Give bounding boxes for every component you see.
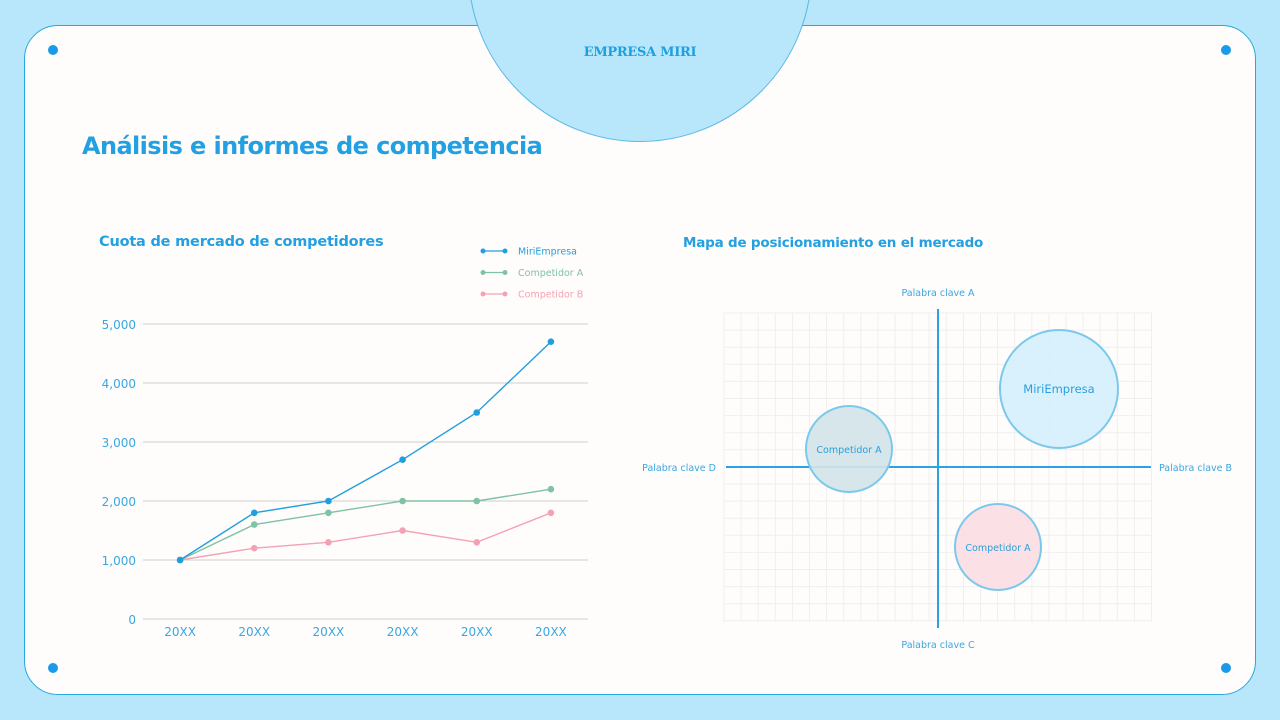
chart-series <box>176 338 555 564</box>
map-title: Mapa de posicionamiento en el mercado <box>683 235 984 251</box>
series-competidor-b <box>176 509 555 564</box>
data-point <box>473 539 481 546</box>
map-axis-labels: Palabra clave A Palabra clave C Palabra cl… <box>642 288 1232 651</box>
data-point <box>399 456 406 464</box>
bubble-competidor-a: Competidor A <box>954 503 1042 591</box>
bubble-label: Competidor A <box>965 543 1031 554</box>
y-axis: 0 1,000 2,000 3,000 4,000 5,000 <box>102 318 136 627</box>
corner-dot <box>48 45 58 55</box>
legend-label: Competidor A <box>518 268 584 279</box>
axis-label-left: Palabra clave D <box>642 463 716 474</box>
y-tick-label: 5,000 <box>102 318 136 332</box>
x-tick-label: 20XX <box>164 625 196 639</box>
x-tick-label: 20XX <box>387 625 419 639</box>
axis-label-top: Palabra clave A <box>901 288 975 299</box>
data-point <box>399 527 406 534</box>
x-tick-label: 20XX <box>238 625 270 639</box>
x-tick-label: 20XX <box>461 625 493 639</box>
legend-item: Competidor A <box>480 268 584 279</box>
chart-gridlines <box>143 323 588 620</box>
map-axes <box>726 309 1151 628</box>
chart-legend: MiriEmpresa Competidor A Competidor B <box>480 247 584 301</box>
page-title: Análisis e informes de competencia <box>82 132 543 160</box>
y-tick-label: 1,000 <box>102 554 136 568</box>
bubble-label: MiriEmpresa <box>1023 382 1094 396</box>
x-axis: 20XX 20XX 20XX 20XX 20XX 20XX <box>164 625 567 639</box>
data-point <box>473 497 481 505</box>
x-tick-label: 20XX <box>313 625 345 639</box>
data-point <box>325 509 332 517</box>
brand-name: EMPRESA MIRI <box>583 45 697 60</box>
axis-label-right: Palabra clave B <box>1159 463 1232 474</box>
bubble-label: Competidor A <box>816 445 882 456</box>
data-point <box>176 556 184 564</box>
data-point <box>547 338 555 346</box>
data-point <box>250 509 258 517</box>
bubble-competidor-a: Competidor A <box>805 405 893 493</box>
legend-label: Competidor B <box>518 290 583 301</box>
legend-label: MiriEmpresa <box>518 247 577 258</box>
data-point <box>547 509 555 517</box>
data-point <box>473 409 481 416</box>
x-tick-label: 20XX <box>535 625 567 639</box>
data-point <box>325 497 332 505</box>
data-point <box>250 521 258 528</box>
data-point <box>250 544 258 552</box>
corner-dot <box>48 663 58 673</box>
y-tick-label: 2,000 <box>102 495 136 509</box>
line-chart-title: Cuota de mercado de competidores <box>99 234 384 250</box>
legend-item: MiriEmpresa <box>480 247 577 258</box>
y-tick-label: 4,000 <box>102 377 136 391</box>
bubble-miriempresa: MiriEmpresa <box>999 329 1119 449</box>
y-tick-label: 0 <box>128 613 136 627</box>
series-miriempresa <box>176 338 555 564</box>
axis-label-bottom: Palabra clave C <box>901 640 975 651</box>
y-tick-label: 3,000 <box>102 436 136 450</box>
legend-item: Competidor B <box>480 290 583 301</box>
map-bubbles: MiriEmpresa Competidor A Competidor A <box>805 329 1119 591</box>
data-point <box>325 539 332 546</box>
corner-dot <box>1221 663 1231 673</box>
series-competidor-a <box>176 485 555 564</box>
corner-dot <box>1221 45 1231 55</box>
data-point <box>399 497 406 505</box>
data-point <box>547 485 555 493</box>
